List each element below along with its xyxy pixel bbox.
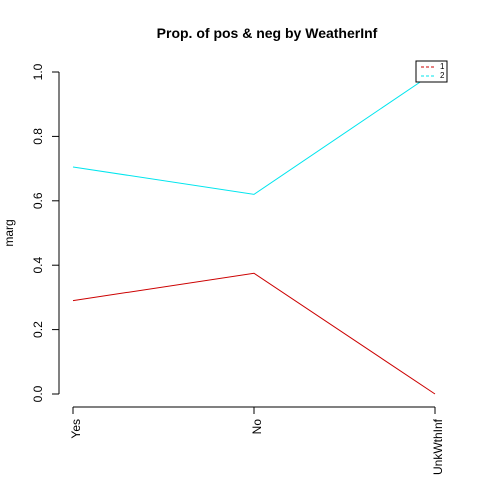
legend-box xyxy=(415,60,448,83)
axes: 0.0 0.2 0.4 0.6 0.8 1.0 Yes No UnkWthInf xyxy=(31,63,445,475)
x-tick-label: Yes xyxy=(69,419,83,439)
y-axis-label: marg xyxy=(2,219,16,246)
y-tick-label: 0.4 xyxy=(31,257,45,274)
legend-label: 2 xyxy=(440,71,445,80)
series-line-1 xyxy=(72,272,436,395)
x-tick-label: No xyxy=(250,419,264,435)
y-tick-label: 0.2 xyxy=(31,321,45,338)
series-line-2 xyxy=(72,71,436,195)
legend: 12 xyxy=(415,60,448,83)
y-tick-label: 0.6 xyxy=(31,192,45,209)
legend-label: 1 xyxy=(440,62,445,71)
x-tick-label: UnkWthInf xyxy=(431,418,445,475)
y-tick-label: 1.0 xyxy=(31,63,45,80)
y-tick-label: 0.0 xyxy=(31,385,45,402)
y-tick-label: 0.8 xyxy=(31,128,45,145)
chart-title: Prop. of pos & neg by WeatherInf xyxy=(157,25,378,41)
series-lines xyxy=(72,71,436,395)
